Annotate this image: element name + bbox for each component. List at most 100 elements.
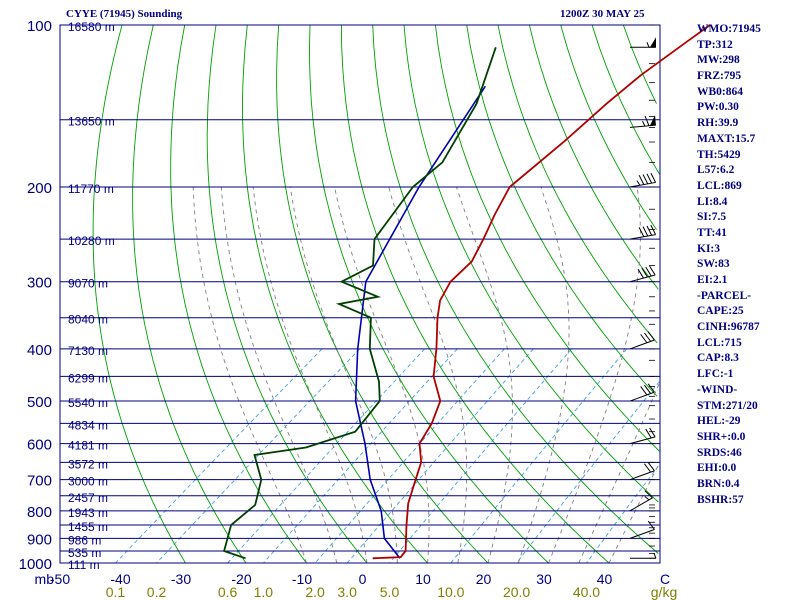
index-row: BRN:0.4 bbox=[697, 477, 740, 490]
plot-frame bbox=[59, 24, 661, 564]
dewpoint-trace bbox=[223, 47, 497, 560]
pressure-tick-label: 400 bbox=[27, 342, 52, 359]
mixing-ratio-label: 10.0 bbox=[437, 584, 464, 600]
temperature-tick-label: 30 bbox=[536, 571, 552, 587]
pressure-tick-label: 200 bbox=[27, 180, 52, 197]
index-row: SRDS:46 bbox=[697, 446, 742, 459]
mixing-ratio-label: 3.0 bbox=[337, 584, 357, 600]
index-row: FRZ:795 bbox=[697, 70, 742, 83]
wind-barb-feather bbox=[647, 383, 655, 393]
height-label: 3000 m bbox=[68, 475, 108, 489]
index-row: LI:8.4 bbox=[697, 195, 728, 208]
temperature-tick-label: -50 bbox=[50, 571, 70, 587]
mixing-ratio-line bbox=[314, 348, 505, 564]
height-label: 3572 m bbox=[68, 457, 108, 471]
index-row: TP:312 bbox=[697, 38, 733, 51]
temperature-tick-label: -10 bbox=[292, 571, 312, 587]
pressure-tick-label: 700 bbox=[27, 473, 52, 490]
wind-barb-half-feather bbox=[636, 180, 641, 186]
axis-labels: 16580 m 13650 m 11770 m 10280 m 9070 m 8040 m… bbox=[19, 18, 678, 600]
height-label: 13650 m bbox=[68, 115, 115, 129]
height-label: 16580 m bbox=[68, 20, 115, 34]
dry-adiabat-line bbox=[560, 24, 657, 230]
dry-adiabat-line bbox=[497, 24, 658, 344]
index-row: TT:41 bbox=[697, 226, 727, 239]
wind-barb-half-feather bbox=[646, 42, 650, 48]
index-row: SW:83 bbox=[697, 258, 730, 271]
wind-barb-pennant bbox=[649, 115, 656, 126]
temperature-tick-label: -20 bbox=[231, 571, 251, 587]
pressure-tick-label: 600 bbox=[27, 437, 52, 454]
wind-barb-feather bbox=[644, 115, 650, 126]
parcel-trace bbox=[354, 85, 486, 559]
temperature-tick-label: 40 bbox=[597, 571, 613, 587]
wind-barb-feather bbox=[640, 386, 648, 396]
temperature-tick-label: C bbox=[660, 571, 670, 587]
dry-adiabat-line bbox=[372, 24, 659, 554]
index-row: HEL:-29 bbox=[697, 415, 741, 428]
index-row: MAXT:15.7 bbox=[697, 132, 756, 145]
moist-adiabat-line bbox=[517, 186, 570, 564]
pressure-tick-label: 300 bbox=[27, 275, 52, 292]
index-row: WB0:864 bbox=[697, 85, 743, 98]
index-row: PW:0.30 bbox=[697, 101, 739, 114]
height-label: 4181 m bbox=[68, 439, 108, 453]
mixing-ratio-lines bbox=[115, 348, 660, 564]
wind-barb-feather bbox=[642, 226, 649, 237]
temperature-tick-label: -30 bbox=[171, 571, 191, 587]
wind-barb-feather bbox=[644, 463, 652, 473]
wind-barb-feather bbox=[650, 225, 657, 235]
pressure-unit-label: mb bbox=[35, 571, 55, 587]
mixing-ratio-label: 20.0 bbox=[503, 584, 530, 600]
index-row: CAP:8.3 bbox=[697, 352, 739, 365]
temperature-tick-label: -40 bbox=[110, 571, 130, 587]
mixing-ratio-label: 5.0 bbox=[380, 584, 400, 600]
wind-barb-staff bbox=[629, 470, 655, 481]
wind-barb-feather bbox=[645, 428, 652, 439]
index-row: BSHR:57 bbox=[697, 493, 744, 506]
isobars bbox=[59, 24, 661, 564]
index-row: EHI:0.0 bbox=[697, 462, 737, 475]
wind-profile bbox=[629, 24, 657, 559]
height-label: 9070 m bbox=[68, 277, 108, 291]
pressure-tick-label: 1000 bbox=[19, 556, 52, 573]
wind-barb-feather bbox=[644, 332, 652, 342]
pressure-tick-label: 800 bbox=[27, 504, 52, 521]
stability-indices-panel: WMO:71945 TP:312 MW:298 FRZ:795 WB0:864 PW:0.… bbox=[697, 22, 800, 508]
index-row: LCL:715 bbox=[697, 336, 742, 349]
mixing-ratio-label: 40.0 bbox=[573, 584, 600, 600]
temperature-trace bbox=[372, 24, 711, 560]
moist-adiabat-line bbox=[388, 186, 468, 564]
temperature-tick-label: 0 bbox=[359, 571, 367, 587]
dry-adiabat-line bbox=[466, 24, 658, 397]
index-row: LCL:869 bbox=[697, 179, 742, 192]
dry-adiabat-line bbox=[403, 24, 659, 503]
index-row: SHR+:0.0 bbox=[697, 430, 746, 443]
height-label: 4834 m bbox=[68, 418, 108, 432]
sounding-traces bbox=[223, 24, 711, 560]
wind-barb-feather bbox=[638, 174, 645, 185]
dry-adiabat-line bbox=[434, 24, 660, 452]
index-row: CAPE:25 bbox=[697, 305, 744, 318]
station-title: CYYE (71945) Sounding bbox=[66, 8, 183, 20]
wind-barb-feather bbox=[645, 266, 652, 277]
height-label: 986 m bbox=[68, 533, 101, 547]
mixing-ratio-label: 0.2 bbox=[147, 584, 167, 600]
index-row: EI:2.1 bbox=[697, 274, 728, 286]
height-label: 1455 m bbox=[68, 520, 108, 534]
moist-adiabat-line bbox=[548, 186, 641, 564]
wind-barb-feather bbox=[641, 267, 648, 278]
mixing-ratio-label: 0.1 bbox=[106, 584, 126, 600]
index-row: WMO:71945 bbox=[697, 23, 761, 35]
dry-adiabat-line bbox=[309, 24, 549, 564]
wind-barb-feather bbox=[647, 462, 655, 472]
wind-barb-feather bbox=[640, 334, 648, 344]
height-label: 8040 m bbox=[68, 313, 108, 327]
wind-barb-half-feather bbox=[653, 553, 657, 559]
wind-barb-half-feather bbox=[642, 121, 646, 127]
index-row: L57:6.2 bbox=[697, 164, 735, 177]
mixing-ratio-unit-label: g/kg bbox=[651, 584, 677, 600]
index-row: STM:271/20 bbox=[697, 399, 758, 412]
wind-barb-feather bbox=[646, 173, 653, 184]
wind-barb-feather bbox=[647, 520, 655, 530]
